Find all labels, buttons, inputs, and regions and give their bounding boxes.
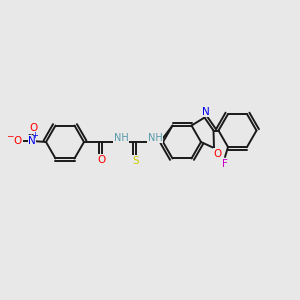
Text: O: O: [14, 136, 22, 146]
Text: O: O: [98, 155, 106, 165]
Text: O: O: [29, 123, 37, 133]
Text: F: F: [222, 159, 228, 169]
Text: NH: NH: [148, 133, 162, 143]
Text: N: N: [28, 136, 36, 146]
Text: +: +: [32, 131, 38, 140]
Text: O: O: [214, 149, 222, 159]
Text: S: S: [133, 156, 139, 166]
Text: −: −: [6, 131, 14, 140]
Text: NH: NH: [114, 133, 128, 143]
Text: N: N: [202, 106, 209, 116]
